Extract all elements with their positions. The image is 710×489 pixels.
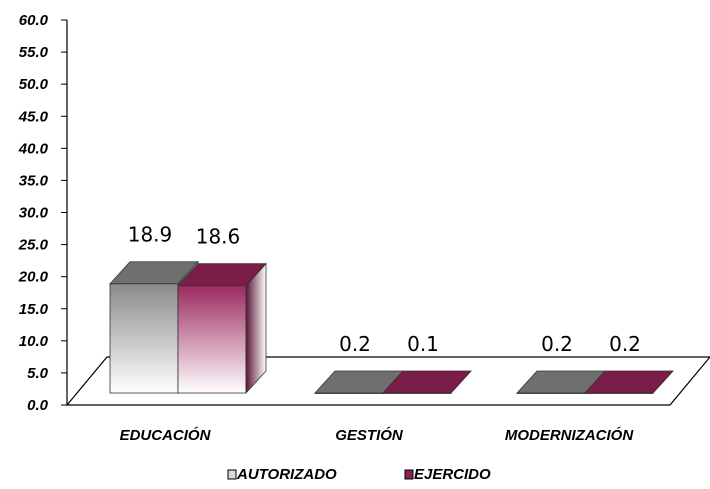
data-label: 0.2 (541, 332, 573, 356)
y-tick-label: 25.0 (18, 237, 49, 254)
y-tick-label: 50.0 (19, 76, 49, 93)
data-label: 0.2 (609, 332, 641, 356)
y-tick-label: 30.0 (19, 205, 49, 222)
bar-side (245, 262, 267, 395)
legend: AUTORIZADO EJERCIDO (227, 466, 491, 483)
x-category-label: GESTIÓN (335, 426, 404, 444)
data-label: 18.9 (128, 223, 173, 247)
y-tick-label: 40.0 (18, 140, 49, 157)
legend-label: AUTORIZADO (236, 466, 337, 483)
data-label: 0.2 (339, 332, 371, 356)
y-tick-label: 0.0 (27, 397, 49, 414)
legend-swatch (404, 469, 414, 480)
y-axis-ticks: 0.0 5.0 10.0 15.0 20.0 25.0 30.0 35.0 40.0 45.0 50… (18, 12, 67, 414)
bar-front (109, 283, 179, 394)
x-category-label: MODERNIZACIÓN (505, 426, 634, 444)
y-tick-label: 20.0 (18, 269, 49, 286)
y-tick-label: 35.0 (19, 172, 49, 189)
y-tick-label: 45.0 (18, 108, 49, 125)
y-tick-label: 10.0 (19, 333, 49, 350)
data-label: 18.6 (196, 225, 241, 249)
bar-top (177, 263, 267, 287)
y-tick-label: 60.0 (19, 12, 49, 29)
y-tick-label: 5.0 (27, 365, 49, 382)
bar-top (109, 261, 199, 285)
legend-label: EJERCIDO (414, 466, 491, 483)
data-label: 0.1 (407, 332, 439, 356)
y-tick-label: 15.0 (19, 301, 49, 318)
bar-top (382, 370, 472, 394)
bar-top (584, 370, 674, 394)
bar-front (177, 285, 247, 394)
category-labels: EDUCACIÓN GESTIÓN MODERNIZACIÓN (120, 426, 635, 444)
y-tick-label: 55.0 (19, 44, 49, 61)
floor-plane (65, 356, 710, 406)
legend-swatch (227, 469, 237, 480)
data-labels: 18.9 18.6 0.2 0.1 0.2 0.2 (128, 223, 641, 356)
x-category-label: EDUCACIÓN (120, 426, 212, 444)
bars-group (109, 260, 674, 395)
